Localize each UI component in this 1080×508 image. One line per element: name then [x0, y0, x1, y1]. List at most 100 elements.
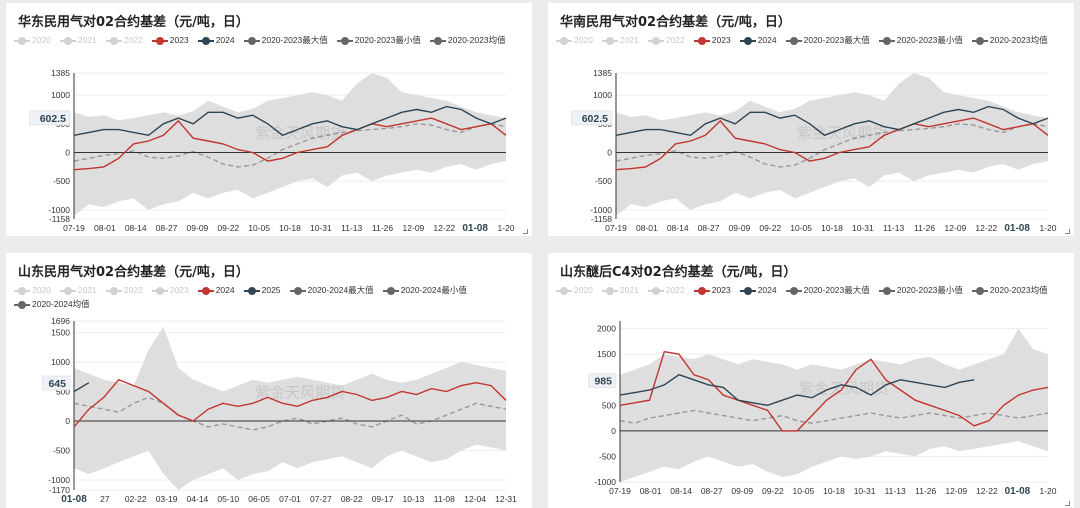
resize-corner-icon[interactable]: [523, 229, 528, 234]
resize-corner-icon[interactable]: [1065, 501, 1070, 506]
legend-item[interactable]: 2023: [693, 33, 731, 47]
watermark: 紫金天风期货: [797, 124, 887, 142]
legend-label: 2021: [619, 285, 639, 295]
legend-item[interactable]: 2021: [601, 33, 639, 47]
legend-label: 2022: [123, 285, 143, 295]
x-tick-label: 09-09: [729, 223, 751, 233]
y-tick-label: 1385: [51, 68, 70, 78]
x-tick-label: 12-04: [464, 494, 486, 504]
x-tick-label: 06-05: [248, 494, 270, 504]
x-tick-label: 11-13: [885, 486, 906, 496]
legend-item[interactable]: 2020-2023最大值: [785, 283, 870, 297]
legend-item[interactable]: 2020-2024最大值: [289, 283, 374, 297]
legend-label: 2020-2023最小值: [896, 285, 963, 295]
mean-line: [615, 123, 1049, 168]
legend-item[interactable]: 2024: [739, 283, 777, 297]
x-tick-label: 09-17: [372, 494, 394, 504]
legend-item[interactable]: 2020: [556, 283, 593, 297]
legend-marker-icon: [971, 286, 988, 295]
resize-corner-icon[interactable]: [1065, 229, 1070, 234]
chart-plot: 2000150010005000-500-1000紫金天风期货07-1908-0…: [588, 321, 1057, 497]
legend-label: 2020-2023最大值: [261, 35, 328, 45]
x-tick-label: 10-31: [854, 486, 876, 496]
legend-label: 2020-2023最大值: [803, 35, 870, 45]
legend-item[interactable]: 2021: [601, 283, 639, 297]
x-tick-label: 11-13: [883, 223, 904, 233]
legend-marker-icon: [59, 36, 76, 45]
legend-item[interactable]: 2021: [59, 283, 97, 297]
legend-item[interactable]: 2020-2023最大值: [785, 33, 870, 47]
axis-pointer-label: 602.5: [40, 113, 66, 125]
legend-marker-icon: [693, 36, 710, 45]
legend-marker-icon: [14, 300, 30, 309]
series-line-2024: [73, 378, 507, 428]
chart-panel-4: 山东醚后C4对02合约基差（元/吨，日） 2020 2021 2022 2023 202…: [548, 253, 1074, 508]
legend-label: 2020-2024最大值: [307, 285, 374, 295]
legend-item[interactable]: 2020-2023均值: [971, 283, 1048, 297]
legend-marker-icon: [151, 36, 168, 45]
x-tick-label: 08-27: [698, 223, 720, 233]
y-tick-label: -500: [595, 176, 612, 186]
axis-pointer-label: 602.5: [582, 113, 608, 125]
legend-label: 2021: [619, 35, 639, 45]
x-tick-label: 10-31: [310, 223, 332, 233]
legend-marker-icon: [785, 286, 802, 295]
x-tick-label: 09-22: [759, 223, 781, 233]
y-tick-label: -1000: [590, 205, 612, 215]
legend-item[interactable]: 2020-2023均值: [971, 33, 1048, 47]
y-tick-label: -1000: [48, 205, 70, 215]
legend-marker-icon: [601, 286, 618, 295]
x-tick-label: 08-01: [636, 223, 658, 233]
legend-item[interactable]: 2020-2023最小值: [878, 283, 963, 297]
watermark: 紫金天风期货: [255, 384, 345, 402]
legend-item[interactable]: 2020-2024均值: [14, 297, 90, 311]
chart-legend: 2020 2021 2022 2023 2024 2020-2023最大值 2020-202…: [556, 33, 1066, 47]
x-tick-label: 08-14: [670, 486, 692, 496]
y-tick-label: 500: [602, 400, 616, 410]
chart-panel-2: 华南民用气对02合约基差（元/吨，日） 2020 2021 2022 2023 2024…: [548, 3, 1074, 236]
chart-title: 华南民用气对02合约基差（元/吨，日）: [560, 15, 791, 30]
legend-item[interactable]: 2023: [151, 33, 189, 47]
legend-label: 2020-2023最小值: [354, 35, 421, 45]
legend-item[interactable]: 2021: [59, 33, 97, 47]
legend-item[interactable]: 2022: [647, 283, 685, 297]
legend-item[interactable]: 2024: [739, 33, 777, 47]
x-tick-label: 10-18: [821, 223, 843, 233]
legend-item[interactable]: 2020-2023最大值: [243, 33, 328, 47]
x-tick-label: 07-27: [310, 494, 332, 504]
x-tick-label: 03-19: [156, 494, 178, 504]
legend-label: 2021: [77, 35, 97, 45]
mean-line: [73, 396, 507, 431]
legend-item[interactable]: 2022: [105, 283, 143, 297]
legend-item[interactable]: 2020-2024最小值: [382, 283, 467, 297]
legend-item[interactable]: 2022: [647, 33, 685, 47]
x-tick-label: 01-08: [1005, 486, 1031, 497]
legend-item[interactable]: 2025: [243, 283, 281, 297]
x-tick-label: 08-27: [156, 223, 178, 233]
legend-item[interactable]: 2020: [556, 33, 593, 47]
legend-marker-icon: [971, 36, 988, 45]
legend-item[interactable]: 2020: [14, 283, 51, 297]
legend-item[interactable]: 2022: [105, 33, 143, 47]
x-tick-label: 12-22: [433, 223, 455, 233]
legend-label: 2025: [261, 285, 281, 295]
legend-item[interactable]: 2023: [693, 283, 731, 297]
chart-legend: 2020 2021 2022 2023 2024 2020-2023最大值 2020-202…: [556, 283, 1066, 297]
legend-marker-icon: [289, 286, 306, 295]
legend-label: 2022: [665, 285, 685, 295]
x-tick-label: 01-08: [462, 223, 488, 234]
legend-item[interactable]: 2023: [151, 283, 189, 297]
legend-label: 2024: [757, 35, 777, 45]
legend-label: 2020-2024均值: [32, 299, 90, 309]
legend-label: 2021: [77, 285, 97, 295]
legend-item[interactable]: 2024: [197, 33, 235, 47]
x-tick-label: 10-05: [790, 223, 812, 233]
x-tick-label: 10-18: [823, 486, 845, 496]
legend-item[interactable]: 2020-2023最小值: [336, 33, 421, 47]
legend-item[interactable]: 2020: [14, 33, 51, 47]
x-tick-label: 07-19: [605, 223, 627, 233]
legend-marker-icon: [59, 286, 76, 295]
legend-item[interactable]: 2020-2023均值: [429, 33, 506, 47]
legend-item[interactable]: 2020-2023最小值: [878, 33, 963, 47]
legend-item[interactable]: 2024: [197, 283, 235, 297]
